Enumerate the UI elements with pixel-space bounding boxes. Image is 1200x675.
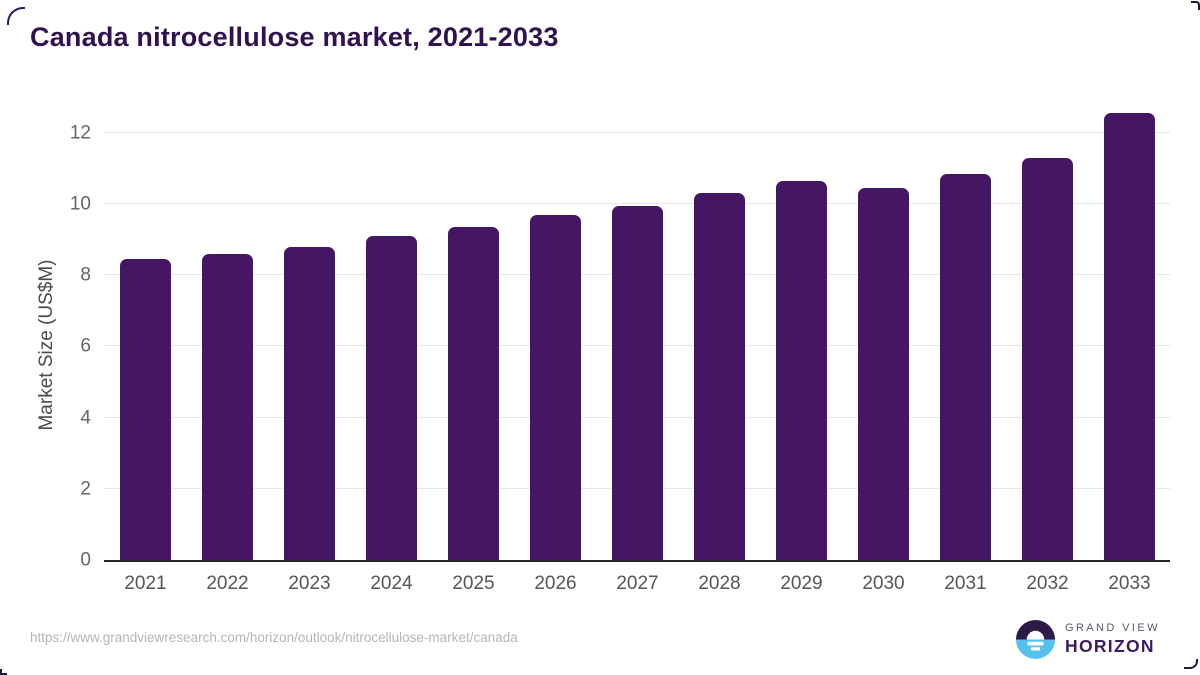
bar-2033 <box>1104 113 1155 560</box>
y-tick-label: 10 <box>69 193 91 215</box>
bar-2024 <box>366 235 417 560</box>
x-tick-label: 2022 <box>206 573 249 594</box>
x-tick-label: 2031 <box>944 573 987 594</box>
bar-2026 <box>530 214 581 560</box>
page-title: Canada nitrocellulose market, 2021-2033 <box>30 22 559 52</box>
bar-2021 <box>120 259 171 560</box>
horizon-sun-logo-icon <box>1016 620 1055 659</box>
x-tick-label: 2023 <box>288 573 331 594</box>
bar-2022 <box>202 253 253 560</box>
corner-artifact <box>7 7 25 25</box>
x-tick-label: 2021 <box>124 573 167 594</box>
x-tick-label: 2029 <box>780 573 823 594</box>
bar-2031 <box>940 173 991 560</box>
gridline <box>104 131 1170 133</box>
bar-2025 <box>448 227 499 560</box>
y-tick-label: 8 <box>80 264 91 286</box>
bar-2032 <box>1022 157 1073 560</box>
x-tick-label: 2024 <box>370 573 413 594</box>
gridline <box>104 202 1170 204</box>
x-tick-label: 2027 <box>616 573 659 594</box>
x-tick-label: 2033 <box>1108 573 1151 594</box>
y-tick-label: 12 <box>69 122 91 144</box>
bar-2030 <box>858 187 909 560</box>
bar-2023 <box>284 246 335 560</box>
x-tick-label: 2026 <box>534 573 577 594</box>
plot-area: 0 2 4 6 8 10 12 2021 2022 2023 2024 2025 2026 2027 202… <box>70 97 1170 594</box>
logo-text: GRAND VIEW HORIZON <box>1065 622 1160 657</box>
source-url: https://www.grandviewresearch.com/horizo… <box>30 630 518 645</box>
x-tick-label: 2025 <box>452 573 495 594</box>
bar-2027 <box>612 205 663 560</box>
logo-brand-name: GRAND VIEW <box>1065 622 1160 634</box>
corner-artifact <box>1184 659 1198 669</box>
grand-view-horizon-logo: GRAND VIEW HORIZON <box>1016 620 1160 659</box>
y-axis-title: Market Size (US$M) <box>36 259 57 431</box>
bar-2028 <box>694 193 745 560</box>
x-tick-label: 2028 <box>698 573 741 594</box>
bar-2029 <box>776 180 827 560</box>
y-tick-label: 4 <box>80 407 91 429</box>
corner-artifact <box>1191 1 1200 10</box>
x-tick-label: 2030 <box>862 573 905 594</box>
corner-artifact <box>0 669 7 675</box>
logo-product-name: HORIZON <box>1065 636 1155 656</box>
x-tick-label: 2032 <box>1026 573 1069 594</box>
y-tick-label: 2 <box>80 478 91 500</box>
y-tick-label: 6 <box>80 335 91 357</box>
y-tick-label: 0 <box>80 549 91 571</box>
